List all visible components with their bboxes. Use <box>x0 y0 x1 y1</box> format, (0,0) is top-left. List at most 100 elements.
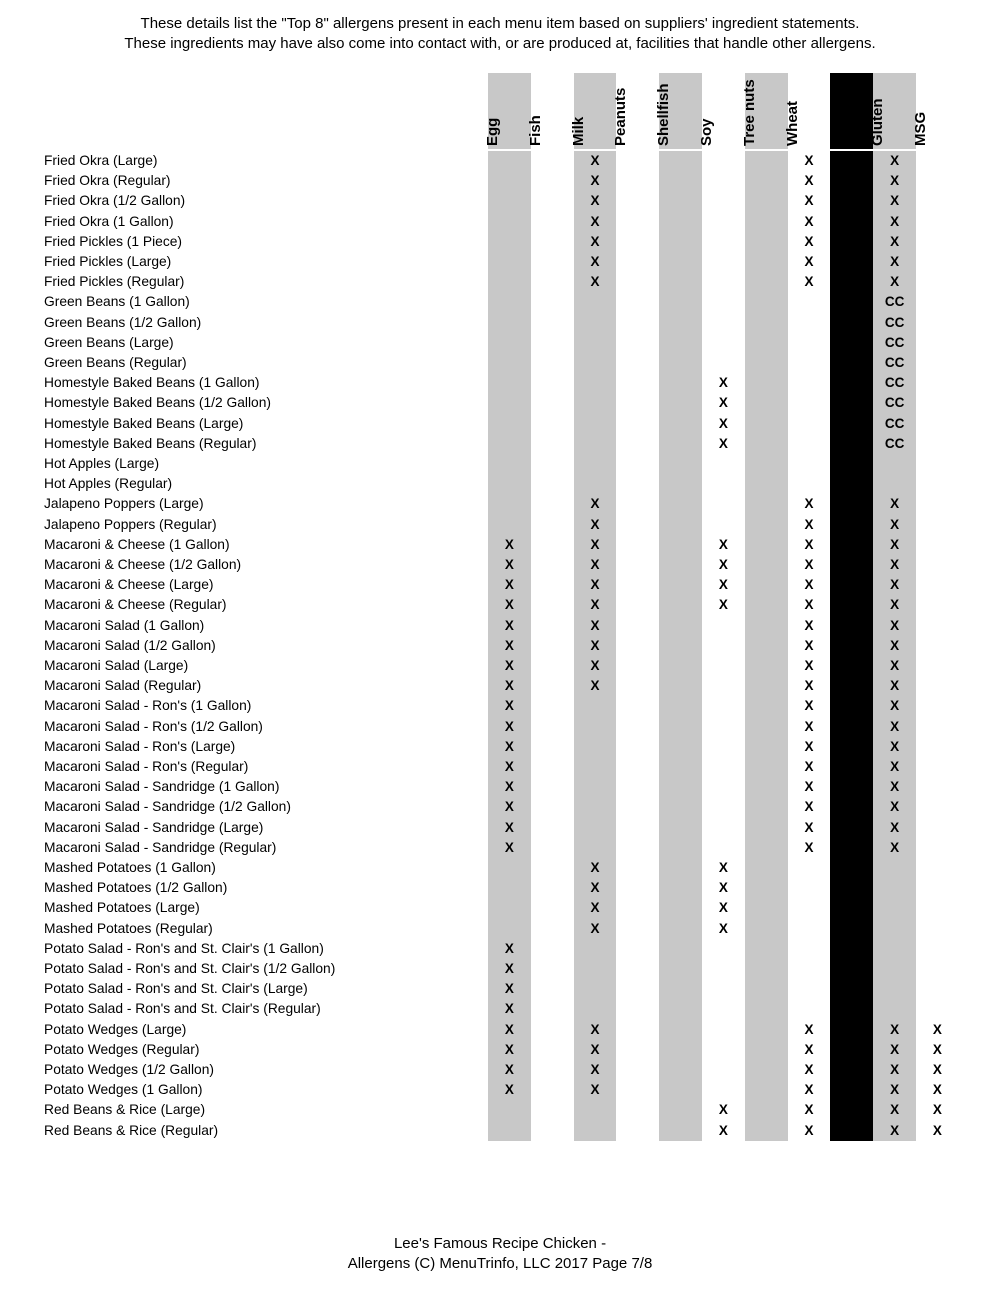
row-item-label: Macaroni Salad - Sandridge (1 Gallon) <box>44 779 280 795</box>
allergen-mark-egg: X <box>504 1082 514 1098</box>
row-item-label: Homestyle Baked Beans (Large) <box>44 415 244 431</box>
table-row: Mashed Potatoes (1/2 Gallon) X X <box>0 878 1000 898</box>
column-shade-tree-nuts <box>744 73 788 149</box>
table-row: Macaroni Salad - Ron's (1/2 Gallon) X X X <box>0 717 1000 737</box>
allergen-mark-gluten: X <box>890 536 900 552</box>
allergen-mark-egg: X <box>504 961 514 976</box>
row-item-label: Macaroni Salad (1/2 Gallon) <box>44 637 216 653</box>
allergen-mark-milk: X <box>590 193 600 209</box>
column-shade-egg <box>488 73 531 149</box>
column-shade-gluten <box>873 151 916 1141</box>
allergen-mark-wheat: X <box>804 839 814 855</box>
row-item-label: Macaroni Salad - Sandridge (Large) <box>44 819 264 835</box>
page-footer: Lee's Famous Recipe Chicken - Allergens … <box>0 1234 1000 1274</box>
allergen-mark-egg: X <box>504 698 514 714</box>
table-row: Macaroni Salad (Large) X X X X <box>0 656 1000 676</box>
allergen-mark-milk: X <box>590 153 600 168</box>
allergen-mark-wheat: X <box>804 819 814 835</box>
allergen-mark-milk: X <box>590 1041 600 1057</box>
allergen-mark-milk: X <box>590 1021 600 1037</box>
row-item-label: Fried Okra (Large) <box>44 153 158 168</box>
row-item-label: Potato Wedges (Large) <box>44 1021 187 1037</box>
row-item-label: Red Beans & Rice (Large) <box>44 1102 206 1118</box>
column-shade-milk <box>573 73 617 149</box>
allergen-mark-egg: X <box>504 597 514 613</box>
row-item-label: Potato Salad - Ron's and St. Clair's (Re… <box>44 1001 321 1017</box>
row-item-label: Macaroni & Cheese (1/2 Gallon) <box>44 557 242 572</box>
allergen-mark-wheat: X <box>804 233 814 249</box>
row-item-label: Mashed Potatoes (Regular) <box>44 920 213 936</box>
row-item-label: Fried Pickles (Regular) <box>44 274 185 290</box>
allergen-mark-wheat: X <box>804 1082 814 1098</box>
allergen-mark-egg: X <box>504 799 514 815</box>
row-item-label: Green Beans (Regular) <box>44 355 187 370</box>
table-row: Mashed Potatoes (Regular) X X <box>0 919 1000 939</box>
table-row: Mashed Potatoes (Large) X X <box>0 898 1000 918</box>
table-row: Fried Okra (Regular) X X X <box>0 171 1000 191</box>
allergen-mark-wheat: X <box>804 718 814 734</box>
table-row: Potato Salad - Ron's and St. Clair's (1 … <box>0 939 1000 959</box>
table-row: Macaroni Salad (Regular) X X X X <box>0 676 1000 696</box>
allergen-mark-milk: X <box>590 254 600 269</box>
allergen-mark-wheat: X <box>804 597 814 613</box>
allergen-mark-msg: X <box>932 1122 942 1138</box>
allergen-mark-egg: X <box>504 678 514 694</box>
row-item-label: Green Beans (1/2 Gallon) <box>44 314 202 330</box>
allergen-mark-soy: X <box>718 536 728 552</box>
allergen-mark-soy: X <box>718 920 728 936</box>
row-item-label: Macaroni Salad - Ron's (Large) <box>44 738 236 754</box>
table-row: Homestyle Baked Beans (Large) X CC <box>0 414 1000 434</box>
allergen-mark-gluten: CC <box>884 395 905 411</box>
allergen-mark-wheat: X <box>804 173 814 189</box>
page-title: These details list the "Top 8" allergens… <box>0 14 1000 54</box>
table-row: Homestyle Baked Beans (1/2 Gallon) X CC <box>0 393 1000 413</box>
table-row: Red Beans & Rice (Large) X X X X <box>0 1100 1000 1120</box>
row-item-label: Mashed Potatoes (Large) <box>44 900 200 916</box>
table-row: Homestyle Baked Beans (1 Gallon) X CC <box>0 373 1000 393</box>
allergen-mark-milk: X <box>590 617 600 633</box>
allergen-mark-gluten: X <box>890 839 900 855</box>
allergen-mark-soy: X <box>718 435 728 451</box>
allergen-mark-milk: X <box>590 658 600 673</box>
table-row: Macaroni & Cheese (1 Gallon) X X X X X <box>0 535 1000 555</box>
allergen-mark-gluten: CC <box>884 415 905 431</box>
allergen-mark-egg: X <box>504 940 514 956</box>
table-row: Macaroni Salad (1 Gallon) X X X X <box>0 616 1000 636</box>
table-row: Fried Okra (1/2 Gallon) X X X <box>0 191 1000 211</box>
allergen-mark-gluten: CC <box>884 355 905 370</box>
allergen-mark-soy: X <box>718 415 728 431</box>
allergen-mark-gluten: X <box>890 1041 900 1057</box>
allergen-mark-egg: X <box>504 1001 514 1017</box>
allergen-mark-wheat: X <box>804 577 814 593</box>
table-row: Macaroni Salad - Ron's (Regular) X X X <box>0 757 1000 777</box>
table-row: Macaroni & Cheese (Large) X X X X X <box>0 575 1000 595</box>
table-row: Potato Wedges (1/2 Gallon) X X X X X <box>0 1060 1000 1080</box>
column-header-gluten: Gluten <box>869 98 887 147</box>
allergen-mark-gluten: X <box>890 678 900 694</box>
allergen-mark-egg: X <box>504 1021 514 1037</box>
row-item-label: Potato Salad - Ron's and St. Clair's (1 … <box>44 940 324 956</box>
footer-line-2: Allergens (C) MenuTrinfo, LLC 2017 Page … <box>347 1255 653 1272</box>
table-row: Jalapeno Poppers (Regular) X X X <box>0 515 1000 535</box>
allergen-mark-wheat: X <box>804 516 814 532</box>
row-item-label: Potato Wedges (1 Gallon) <box>44 1082 203 1098</box>
table-row: Red Beans & Rice (Regular) X X X X <box>0 1121 1000 1141</box>
allergen-mark-wheat: X <box>804 213 814 229</box>
allergen-mark-milk: X <box>590 1082 600 1098</box>
row-item-label: Fried Okra (1/2 Gallon) <box>44 193 186 209</box>
allergen-mark-milk: X <box>590 1062 600 1077</box>
allergen-mark-gluten: X <box>890 173 900 189</box>
row-item-label: Macaroni Salad - Ron's (1/2 Gallon) <box>44 718 263 734</box>
title-line-2: These ingredients may have also come int… <box>124 35 876 52</box>
allergen-mark-gluten: X <box>890 718 900 734</box>
column-header-milk: Milk <box>569 116 587 146</box>
table-row: Macaroni Salad - Sandridge (Large) X X X <box>0 818 1000 838</box>
allergen-mark-msg: X <box>932 1062 942 1077</box>
allergen-mark-wheat: X <box>804 1062 814 1077</box>
allergen-mark-milk: X <box>590 577 600 593</box>
allergen-mark-gluten: X <box>890 799 900 815</box>
row-item-label: Macaroni Salad (1 Gallon) <box>44 617 205 633</box>
allergen-mark-egg: X <box>504 1062 514 1077</box>
table-row: Macaroni & Cheese (Regular) X X X X X <box>0 595 1000 615</box>
allergen-mark-gluten: X <box>890 516 900 532</box>
